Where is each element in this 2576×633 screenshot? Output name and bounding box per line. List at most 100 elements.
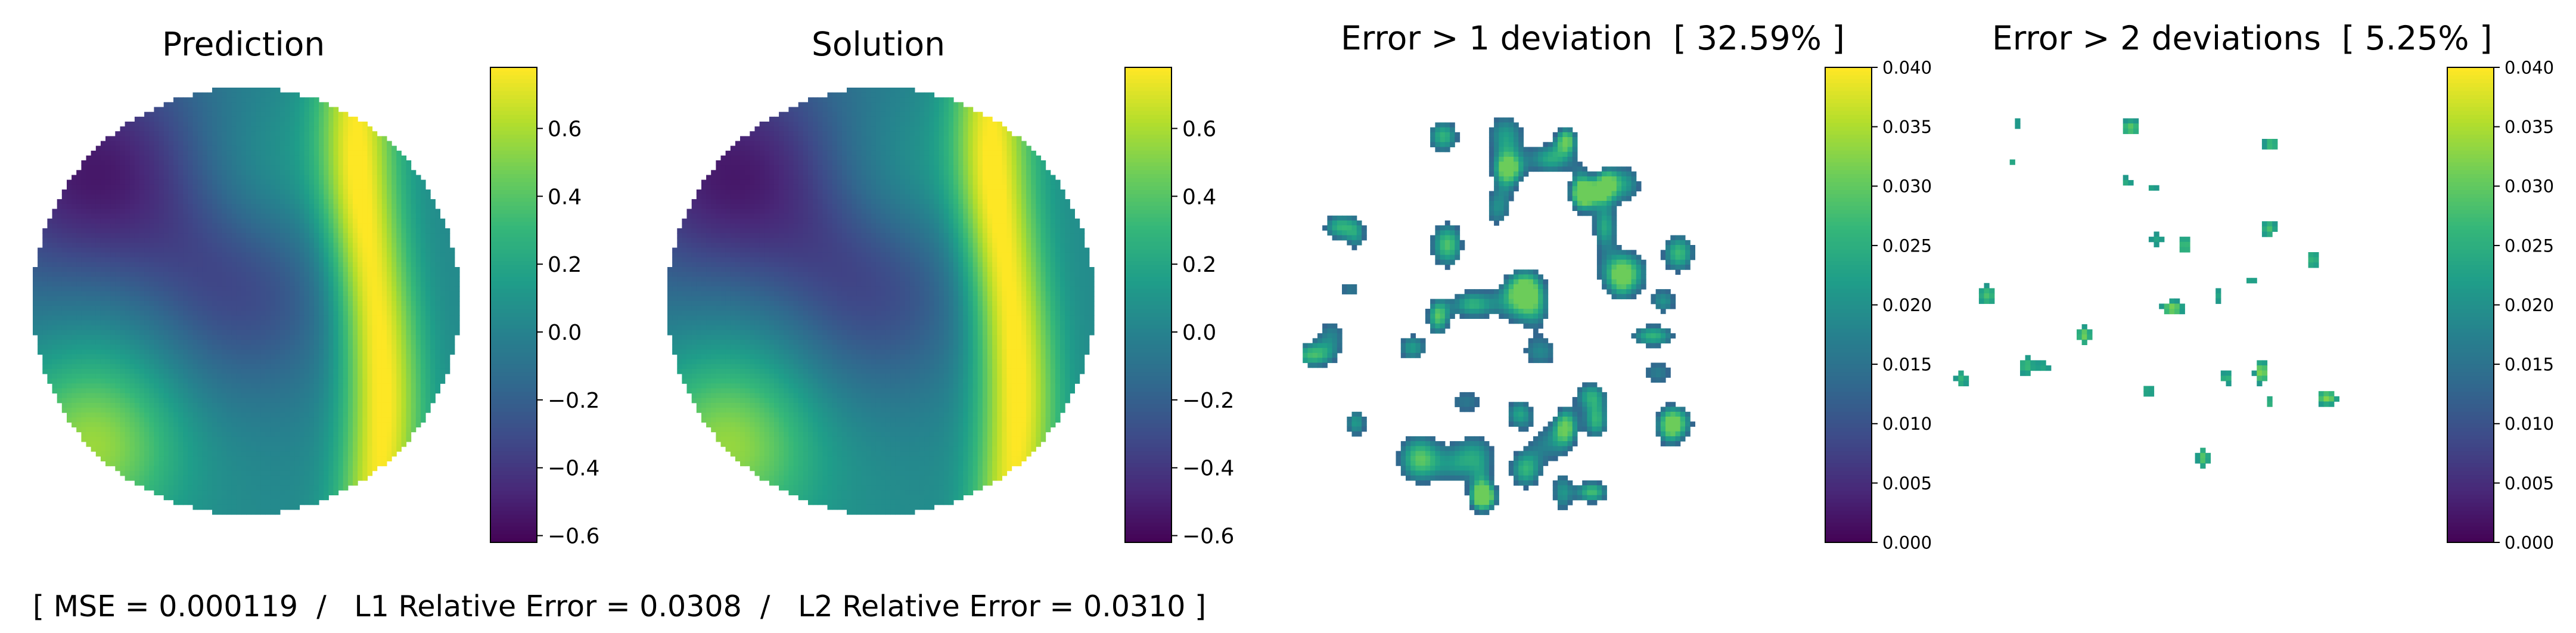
- heatmap-cell: [105, 141, 111, 147]
- heatmap-cell: [226, 155, 232, 161]
- heatmap-cell: [285, 364, 290, 370]
- heatmap-cell: [168, 281, 174, 287]
- heatmap-cell: [134, 398, 140, 404]
- heatmap-cell: [294, 165, 300, 170]
- heatmap-cell: [236, 88, 242, 93]
- heatmap-cell: [38, 315, 43, 321]
- heatmap-cell: [129, 374, 135, 379]
- heatmap-cell: [411, 252, 417, 258]
- heatmap-cell: [134, 194, 140, 200]
- heatmap-cell: [246, 296, 251, 302]
- heatmap-cell: [256, 345, 261, 350]
- heatmap-cell: [129, 126, 135, 132]
- heatmap-cell: [222, 170, 227, 175]
- heatmap-cell: [115, 306, 120, 311]
- heatmap-cell: [294, 368, 300, 374]
- heatmap-cell: [139, 150, 145, 156]
- heatmap-cell: [430, 354, 436, 360]
- heatmap-cell: [343, 155, 349, 161]
- heatmap-cell: [105, 315, 111, 321]
- heatmap-cell: [358, 345, 363, 350]
- heatmap-cell: [95, 165, 101, 170]
- heatmap-cell: [343, 277, 349, 282]
- heatmap-cell: [324, 320, 329, 326]
- heatmap-cell: [430, 301, 436, 306]
- heatmap-cell: [304, 97, 310, 103]
- heatmap-cell: [207, 116, 213, 122]
- heatmap-cell: [377, 398, 383, 404]
- heatmap-cell: [435, 330, 440, 336]
- heatmap-cell: [290, 296, 295, 302]
- heatmap-cell: [241, 88, 247, 93]
- heatmap-cell: [251, 330, 256, 336]
- heatmap-cell: [425, 320, 431, 326]
- heatmap-cell: [246, 359, 251, 365]
- heatmap-cell: [212, 388, 217, 394]
- heatmap-cell: [362, 209, 368, 215]
- heatmap-cell: [226, 97, 232, 103]
- heatmap-cell: [144, 136, 150, 142]
- heatmap-cell: [115, 131, 120, 136]
- heatmap-cell: [72, 247, 77, 253]
- heatmap-cell: [183, 315, 188, 321]
- heatmap-cell: [415, 204, 421, 209]
- heatmap-cell: [57, 228, 63, 234]
- heatmap-cell: [91, 175, 97, 181]
- heatmap-cell: [42, 359, 48, 365]
- heatmap-cell: [260, 281, 266, 287]
- heatmap-cell: [420, 393, 426, 399]
- heatmap-cell: [328, 281, 334, 287]
- heatmap-cell: [134, 388, 140, 394]
- heatmap-cell: [445, 238, 450, 243]
- heatmap-cell: [343, 247, 349, 253]
- heatmap-cell: [168, 408, 174, 413]
- heatmap-cell: [217, 393, 222, 399]
- heatmap-cell: [139, 281, 145, 287]
- heatmap-cell: [217, 359, 222, 365]
- heatmap-cell: [236, 204, 242, 209]
- heatmap-cell: [319, 155, 324, 161]
- heatmap-cell: [173, 199, 179, 204]
- heatmap-cell: [95, 393, 101, 399]
- heatmap-cell: [251, 315, 256, 321]
- heatmap-cell: [144, 233, 150, 238]
- heatmap-cell: [415, 179, 421, 185]
- heatmap-cell: [440, 306, 446, 311]
- heatmap-cell: [381, 165, 387, 170]
- heatmap-cell: [76, 315, 82, 321]
- heatmap-cell: [178, 170, 184, 175]
- heatmap-cell: [309, 136, 315, 142]
- heatmap-cell: [231, 160, 237, 166]
- heatmap-cell: [95, 398, 101, 404]
- heatmap-cell: [154, 252, 160, 258]
- heatmap-cell: [338, 257, 344, 263]
- heatmap-cell: [163, 262, 169, 268]
- heatmap-cell: [212, 160, 217, 166]
- heatmap-cell: [115, 199, 120, 204]
- heatmap-cell: [168, 111, 174, 117]
- heatmap-cell: [173, 378, 179, 384]
- heatmap-cell: [367, 213, 373, 219]
- heatmap-cell: [387, 155, 392, 161]
- heatmap-cell: [76, 306, 82, 311]
- heatmap-cell: [163, 228, 169, 234]
- heatmap-cell: [411, 238, 417, 243]
- heatmap-cell: [129, 252, 135, 258]
- heatmap-cell: [231, 296, 237, 302]
- heatmap-cell: [188, 141, 194, 147]
- heatmap-cell: [173, 218, 179, 224]
- heatmap-cell: [411, 272, 417, 277]
- heatmap-cell: [125, 223, 130, 229]
- heatmap-cell: [391, 393, 397, 399]
- heatmap-cell: [275, 184, 281, 190]
- heatmap-cell: [47, 368, 53, 374]
- heatmap-cell: [226, 126, 232, 132]
- heatmap-cell: [294, 238, 300, 243]
- heatmap-cell: [212, 170, 217, 175]
- heatmap-cell: [319, 247, 324, 253]
- heatmap-cell: [299, 175, 305, 181]
- heatmap-cell: [246, 233, 251, 238]
- heatmap-cell: [285, 306, 290, 311]
- heatmap-cell: [139, 354, 145, 360]
- heatmap-cell: [222, 194, 227, 200]
